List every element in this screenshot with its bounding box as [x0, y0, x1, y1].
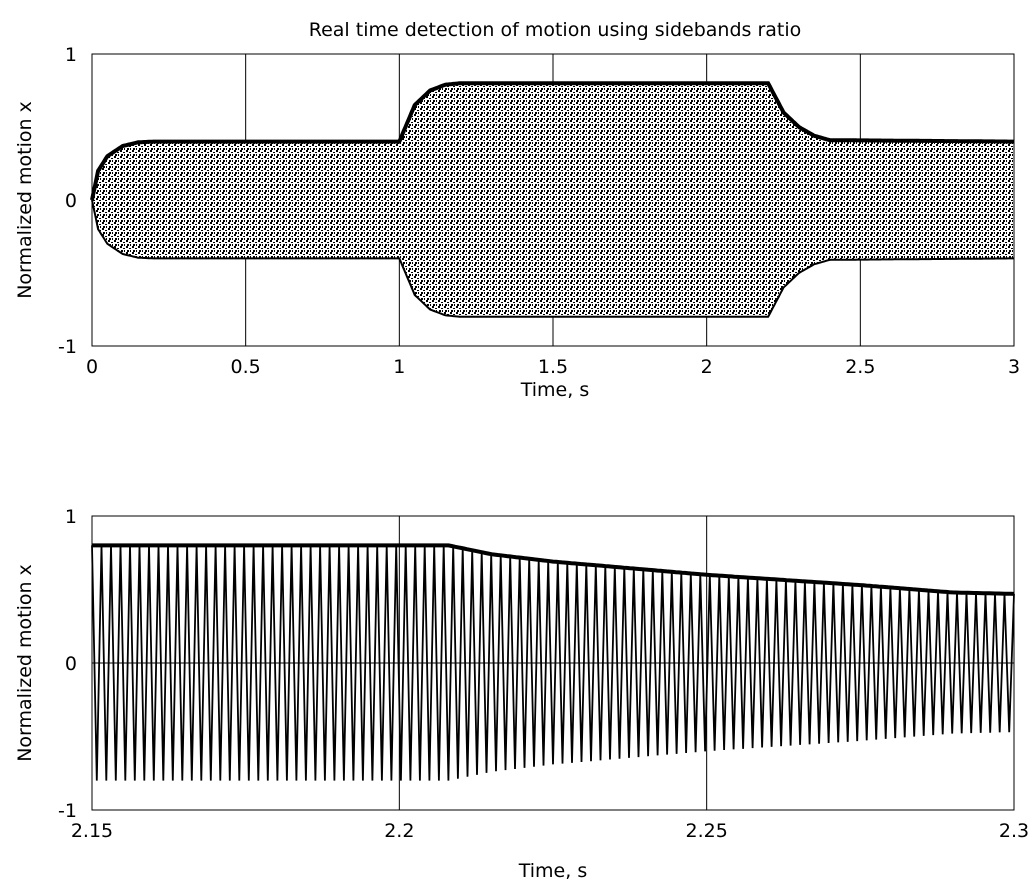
top-x-tick-label: 1.5	[538, 356, 568, 378]
bottom-chart: 2.15 2.2 2.25 2.3 -1 0 1 Time, s Normalized mo…	[14, 506, 1029, 882]
bot-x-tick-label: 2.15	[71, 820, 113, 842]
top-x-tick-label: 0	[86, 356, 98, 378]
bot-x-tick-label: 2.25	[686, 820, 728, 842]
bottom-x-axis-label: Time, s	[518, 860, 587, 882]
bottom-upper-envelope	[92, 545, 1014, 594]
bot-y-tick-label: 1	[65, 506, 77, 528]
top-y-axis-label: Normalized motion x	[14, 101, 36, 299]
top-x-tick-label: 1	[393, 356, 405, 378]
bottom-y-axis-label: Normalized motion x	[14, 564, 36, 762]
bot-y-tick-label: 0	[65, 653, 77, 675]
top-x-tick-label: 2.5	[845, 356, 875, 378]
bot-x-tick-label: 2.3	[999, 820, 1029, 842]
top-x-tick-label: 2	[701, 356, 713, 378]
bot-x-tick-label: 2.2	[384, 820, 414, 842]
top-x-tick-label: 0.5	[231, 356, 261, 378]
top-x-axis-label: Time, s	[520, 379, 589, 401]
top-chart: Real time detection of motion using side…	[14, 19, 1020, 401]
top-x-tick-label: 3	[1008, 356, 1020, 378]
top-signal-fill	[92, 83, 1014, 317]
top-y-tick-label: 1	[65, 44, 77, 66]
top-y-tick-label: -1	[58, 336, 77, 358]
chart-title: Real time detection of motion using side…	[309, 19, 802, 41]
bot-y-tick-label: -1	[58, 800, 77, 822]
top-y-tick-label: 0	[65, 190, 77, 212]
